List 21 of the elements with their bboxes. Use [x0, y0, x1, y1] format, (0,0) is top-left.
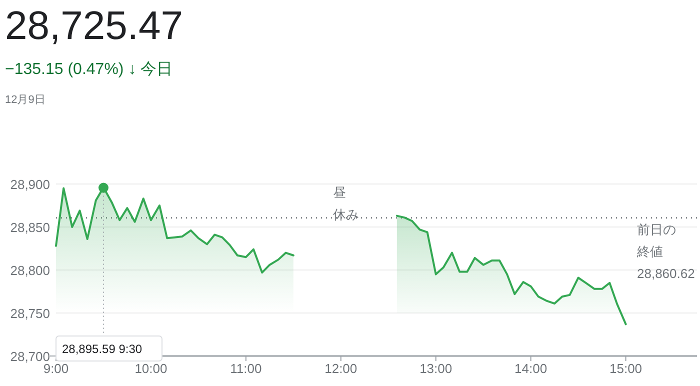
annotation: 終値: [636, 244, 663, 259]
text: 12月9日: [5, 94, 46, 106]
x-tick-label: 10:00: [134, 361, 168, 376]
y-tick-label: 28,850: [10, 220, 50, 235]
annotation: 28,895.59 9:30: [62, 342, 142, 356]
chart-subtitle: −135.15 (0.47%) ↓ 今日: [5, 61, 173, 78]
chart-title: 28,725.47: [5, 4, 183, 48]
x-tick-label: 15:00: [610, 361, 642, 376]
annotation: 休み: [333, 207, 359, 222]
y-tick-label: 28,750: [10, 306, 50, 321]
annotation: 昼: [333, 185, 346, 200]
x-tick-label: 9:00: [43, 361, 69, 376]
x-tick-label: 12:00: [324, 361, 358, 376]
x-tick-label: 11:00: [230, 361, 262, 376]
x-tick-label: 14:00: [514, 361, 548, 376]
annotation: 前日の: [637, 222, 676, 237]
y-tick-label: 28,800: [10, 263, 50, 278]
annotation: 28,860.62: [637, 266, 695, 281]
y-tick-label: 28,700: [10, 349, 50, 364]
y-tick-label: 28,900: [10, 177, 50, 192]
x-tick-label: 13:00: [420, 361, 452, 376]
